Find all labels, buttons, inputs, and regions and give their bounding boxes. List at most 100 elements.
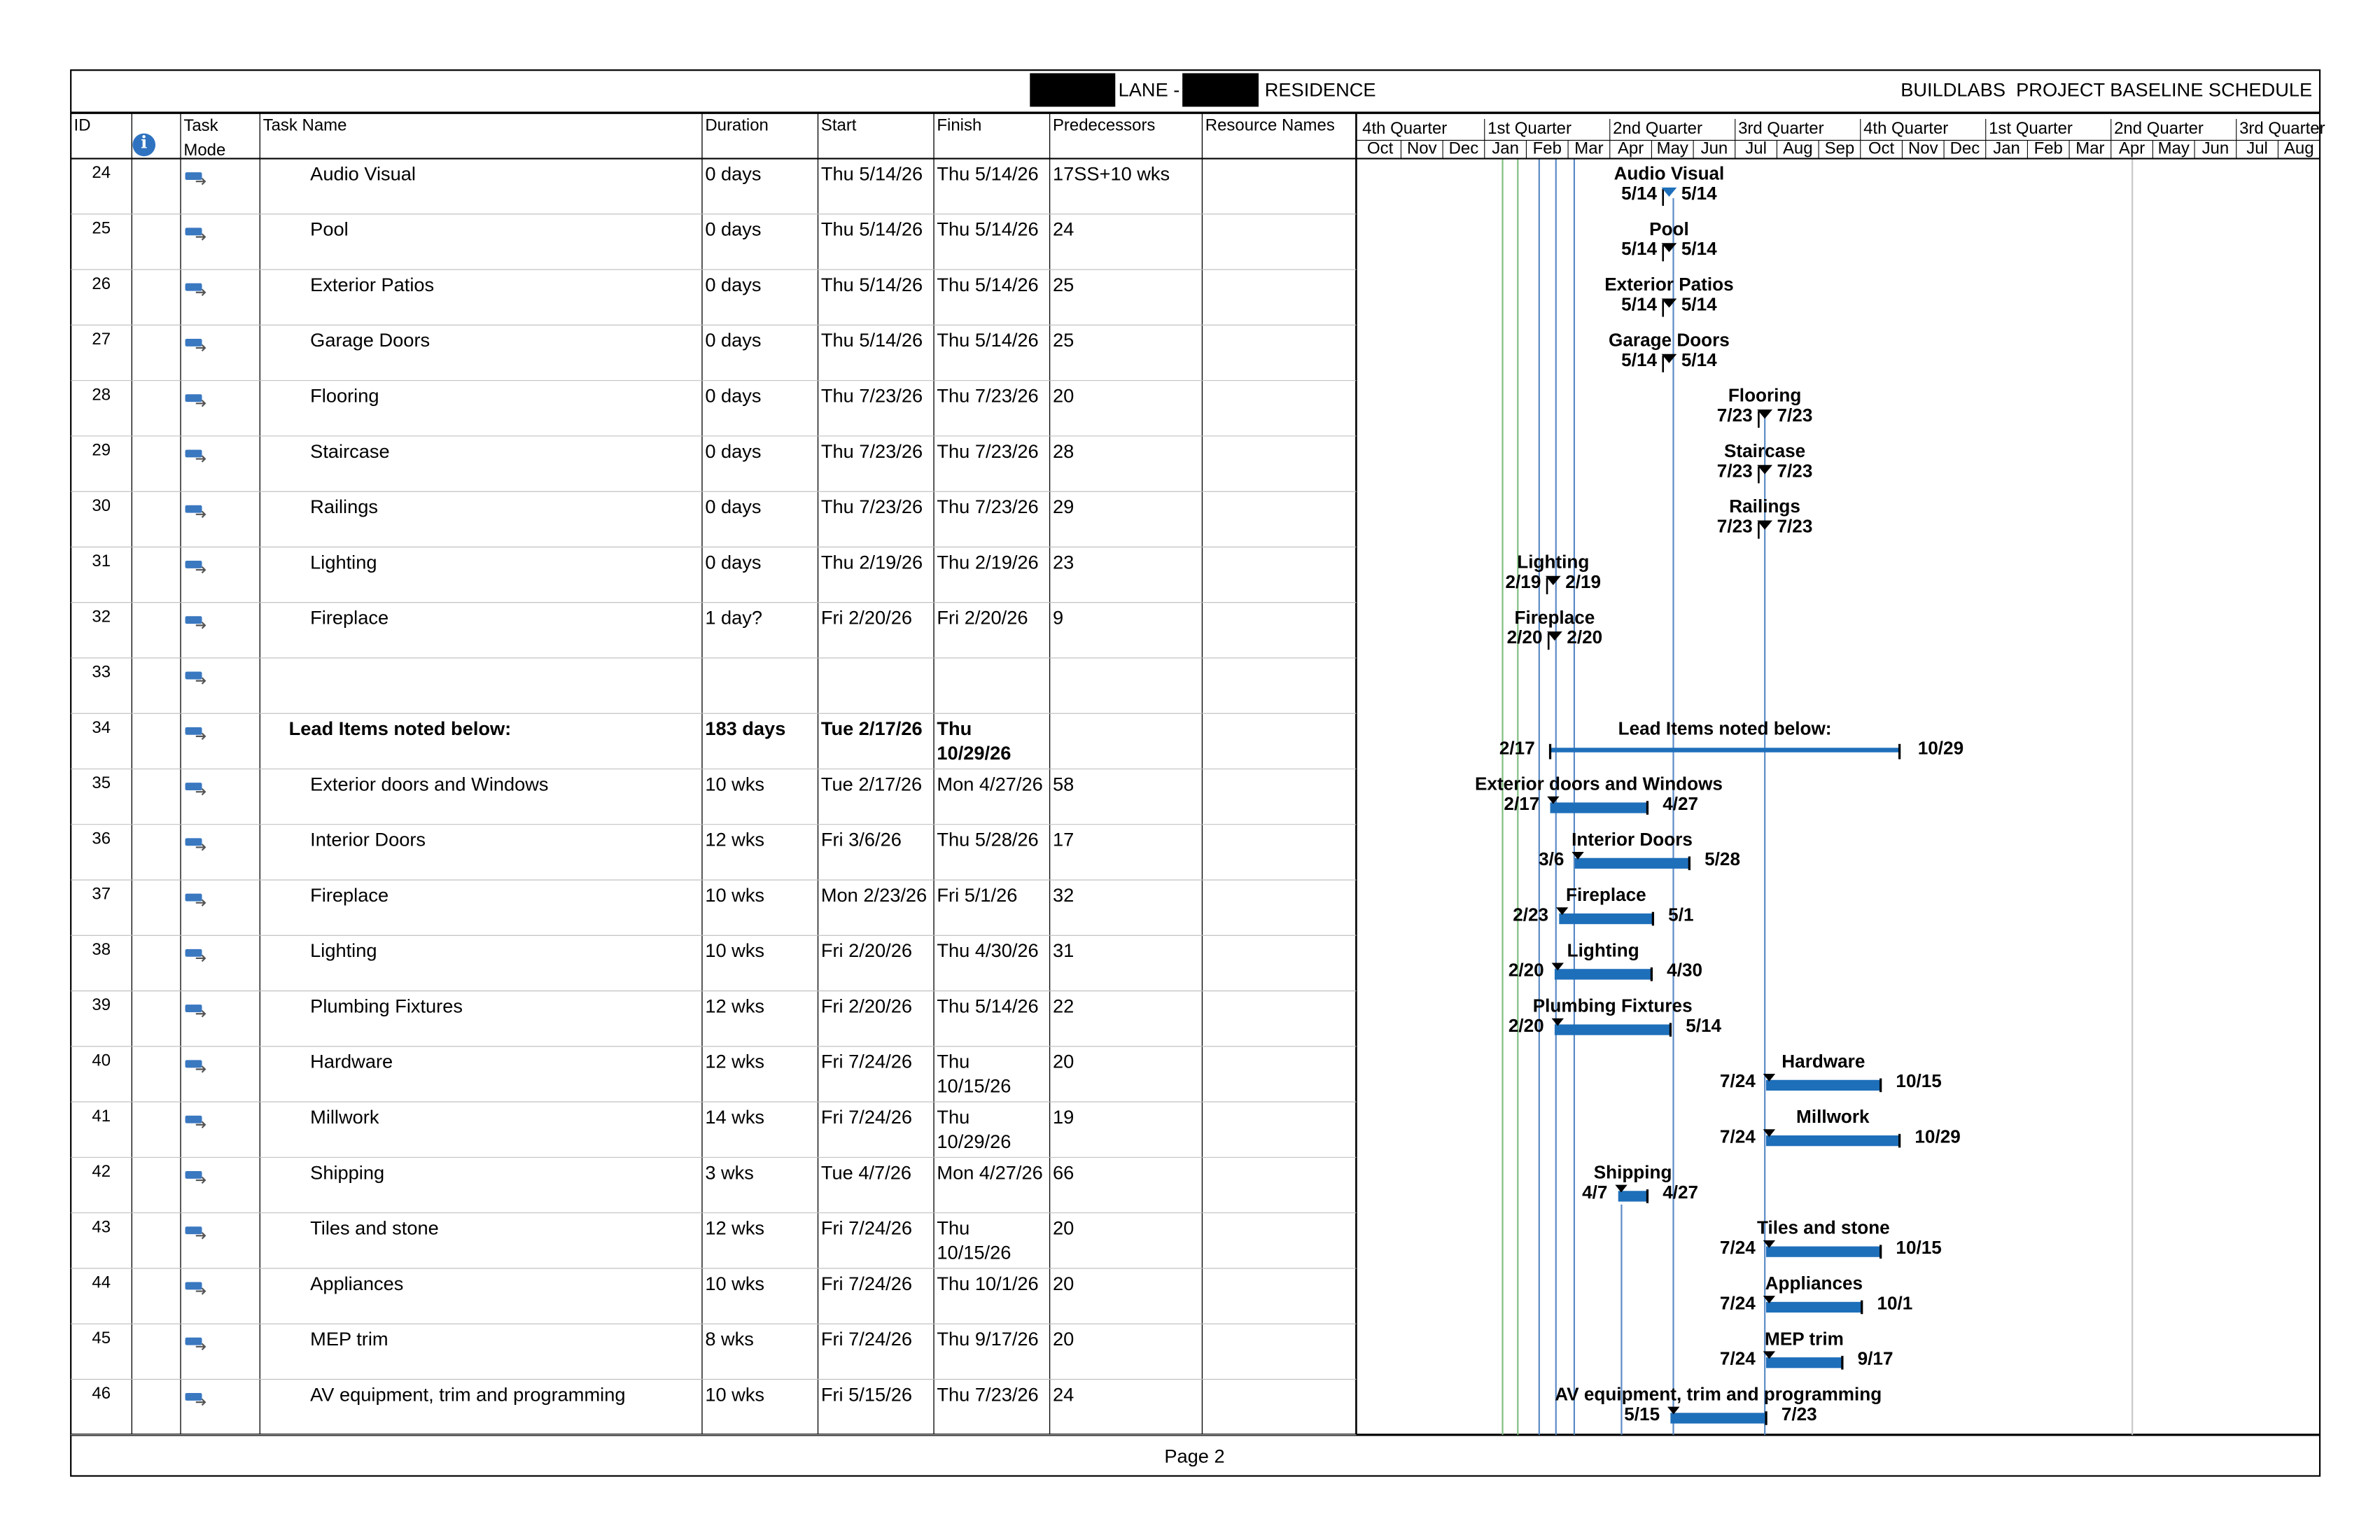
milestone — [1545, 575, 1561, 585]
start-date: Mon 2/23/26 — [821, 884, 927, 906]
task-id: 29 — [92, 441, 111, 460]
icon-part — [185, 449, 202, 458]
month-label: Jun — [1701, 139, 1728, 158]
finish-date: Mon 4/27/26 — [937, 773, 1042, 794]
icon-part — [195, 178, 206, 186]
bar-start: 3/6 — [1539, 848, 1564, 869]
duration: 0 days — [705, 218, 761, 240]
dependency-lines — [1502, 158, 2134, 1435]
milestone — [1757, 520, 1772, 530]
task-id: 38 — [92, 940, 111, 959]
bar-start: 7/24 — [1720, 1292, 1756, 1313]
predecessors: 20 — [1053, 1051, 1074, 1072]
task-name: MEP trim — [310, 1328, 388, 1350]
title-right: RESIDENCE — [1265, 79, 1376, 101]
bar-finish: 5/14 — [1681, 183, 1717, 204]
duration: 10 wks — [705, 1383, 764, 1405]
finish-date: Thu 5/28/26 — [937, 829, 1038, 850]
bar-start-arrow — [1763, 1296, 1776, 1303]
bar-start: 5/14 — [1621, 238, 1657, 259]
task-id: 31 — [92, 552, 111, 570]
icon-part — [185, 283, 202, 291]
icon-part — [195, 288, 206, 296]
icon-part — [185, 338, 202, 346]
task-mode-icon — [185, 1282, 206, 1295]
page-border — [70, 69, 2321, 1477]
icon-part — [195, 732, 206, 741]
bar-finish: 9/17 — [1858, 1348, 1893, 1369]
duration: 10 wks — [705, 884, 764, 906]
bar-label: Appliances — [1765, 1273, 1863, 1294]
icon-part — [195, 1176, 206, 1184]
duration: 10 wks — [705, 1273, 764, 1294]
month-label: May — [2158, 139, 2190, 158]
task-id: 46 — [92, 1384, 111, 1403]
bar-start-arrow — [1572, 851, 1584, 860]
start-date: Thu 5/14/26 — [821, 274, 923, 295]
duration: 0 days — [705, 162, 761, 184]
bar-finish: 7/23 — [1777, 460, 1813, 481]
column-header: Resource Names — [1205, 116, 1335, 135]
task-name: Fireplace — [310, 607, 388, 629]
task-mode-icon — [185, 671, 206, 685]
month-label: May — [1657, 139, 1688, 158]
finish-date: Thu 2/19/26 — [937, 551, 1038, 573]
bar-label: Plumbing Fixtures — [1533, 995, 1693, 1016]
quarter-label: 4th Quarter — [1362, 119, 1447, 138]
task-mode-icon — [185, 394, 206, 407]
icon-part — [195, 899, 206, 906]
bar-start: 7/23 — [1717, 516, 1753, 537]
duration: 0 days — [705, 440, 761, 462]
month-label: Jul — [2246, 139, 2268, 158]
duration: 1 day? — [705, 607, 762, 629]
predecessors: 20 — [1053, 1328, 1074, 1350]
task-name: Staircase — [310, 440, 389, 462]
task-name: Interior Doors — [310, 829, 426, 850]
bar-start-arrow — [1763, 1351, 1776, 1359]
start-date: Fri 7/24/26 — [821, 1106, 912, 1128]
month-label: Sep — [1825, 139, 1855, 158]
icon-part — [195, 622, 206, 629]
bar-start-arrow — [1551, 962, 1564, 971]
icon-part — [195, 677, 206, 685]
duration: 3 wks — [705, 1161, 754, 1183]
task-mode-icon — [185, 449, 206, 463]
icon-part — [185, 893, 202, 902]
icon-part — [185, 172, 202, 181]
finish-date: Thu 5/14/26 — [937, 274, 1038, 295]
duration: 0 days — [705, 496, 761, 517]
finish-date: Thu 5/14/26 — [937, 162, 1038, 184]
predecessors: 17SS+10 wks — [1053, 162, 1170, 184]
task-mode-icon — [185, 783, 206, 796]
start-date: Fri 7/24/26 — [821, 1051, 912, 1072]
bar-start: 5/14 — [1621, 349, 1657, 370]
footer-page: Page 2 — [1164, 1445, 1224, 1466]
month-label: Jan — [1993, 139, 2020, 158]
icon-part — [185, 727, 202, 735]
task-id: 36 — [92, 829, 111, 848]
bar-start-arrow — [1763, 1074, 1776, 1082]
bar-finish: 4/30 — [1667, 960, 1702, 981]
icon-part — [195, 233, 206, 241]
start-date: Fri 2/20/26 — [821, 995, 912, 1016]
finish-date: Mon 4/27/26 — [937, 1161, 1042, 1183]
start-date: Thu 7/23/26 — [821, 384, 923, 406]
predecessors: 20 — [1053, 1273, 1074, 1294]
predecessors: 24 — [1053, 1383, 1074, 1405]
task-name: Garage Doors — [310, 329, 430, 351]
predecessors: 29 — [1053, 496, 1074, 517]
finish-date: Thu 7/23/26 — [937, 384, 1038, 406]
icon-part — [185, 616, 202, 624]
column-header: Predecessors — [1053, 116, 1155, 135]
bar-finish: 5/14 — [1686, 1015, 1721, 1036]
start-date: Thu 5/14/26 — [821, 329, 923, 351]
task-name: Lighting — [310, 939, 377, 961]
bar-finish: 10/29 — [1914, 1126, 1960, 1147]
predecessors: 31 — [1053, 939, 1074, 961]
predecessors: 25 — [1053, 329, 1074, 351]
bar-label: Garage Doors — [1609, 329, 1730, 350]
bar-label: Millwork — [1796, 1106, 1870, 1127]
finish-date: Thu 10/15/26 — [937, 1217, 1011, 1264]
finish-date: Thu 7/23/26 — [937, 496, 1038, 517]
